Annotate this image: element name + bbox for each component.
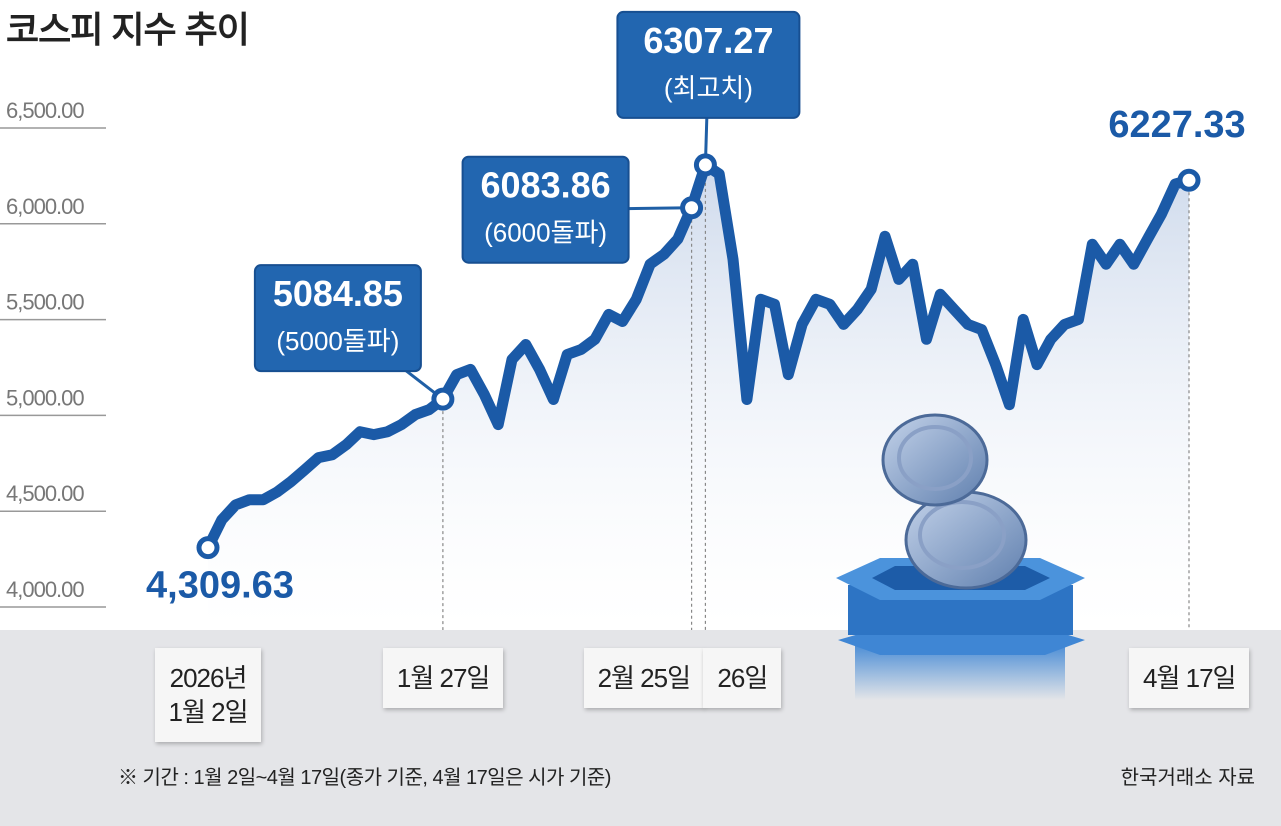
callout-box <box>616 10 801 119</box>
y-tick-label: 4,500.00 <box>6 481 84 506</box>
point <box>680 196 704 220</box>
y-tick-label: 5,500.00 <box>6 290 84 315</box>
x-tick-label: 2월 25일 <box>583 648 705 708</box>
y-tick-label: 5,000.00 <box>6 385 84 410</box>
y-tick-label: 6,000.00 <box>6 194 84 219</box>
coin-illustration <box>836 413 1085 700</box>
callout-box <box>253 264 422 373</box>
value-note: (6000돌파) <box>484 218 607 248</box>
point <box>1177 168 1201 192</box>
value-label: 5084.85 <box>273 273 403 314</box>
footnote: ※ 기간 : 1월 2일~4월 17일(종가 기준, 4월 17일은 시가 기준… <box>118 766 611 789</box>
x-tick-label: 4월 17일 <box>1129 648 1250 708</box>
value-label: 6227.33 <box>1108 104 1245 146</box>
chart-title: 코스피 지수 추이 <box>6 9 249 50</box>
y-tick-label: 4,000.00 <box>6 577 84 602</box>
point <box>196 536 220 560</box>
callout-box <box>461 155 630 264</box>
source: 한국거래소 자료 <box>1121 766 1255 789</box>
y-tick-label: 6,500.00 <box>6 98 84 123</box>
point <box>693 153 717 177</box>
line <box>202 159 1195 554</box>
value-label: 4,309.63 <box>146 565 294 607</box>
x-tick-label: 26일 <box>703 648 782 708</box>
x-tick-label: 1월 27일 <box>382 648 504 708</box>
point <box>431 387 455 411</box>
value-label: 6083.86 <box>481 165 611 206</box>
plot: 4,000.00 4,500.00 5,000.00 5,500.00 6,000.00… <box>0 10 1246 630</box>
value-label: 6307.27 <box>643 20 773 61</box>
x-tick-label: 2026년 1월 2일 <box>154 648 262 742</box>
value-note: (최고치) <box>664 73 753 103</box>
value-note: (5000돌파) <box>276 326 399 356</box>
